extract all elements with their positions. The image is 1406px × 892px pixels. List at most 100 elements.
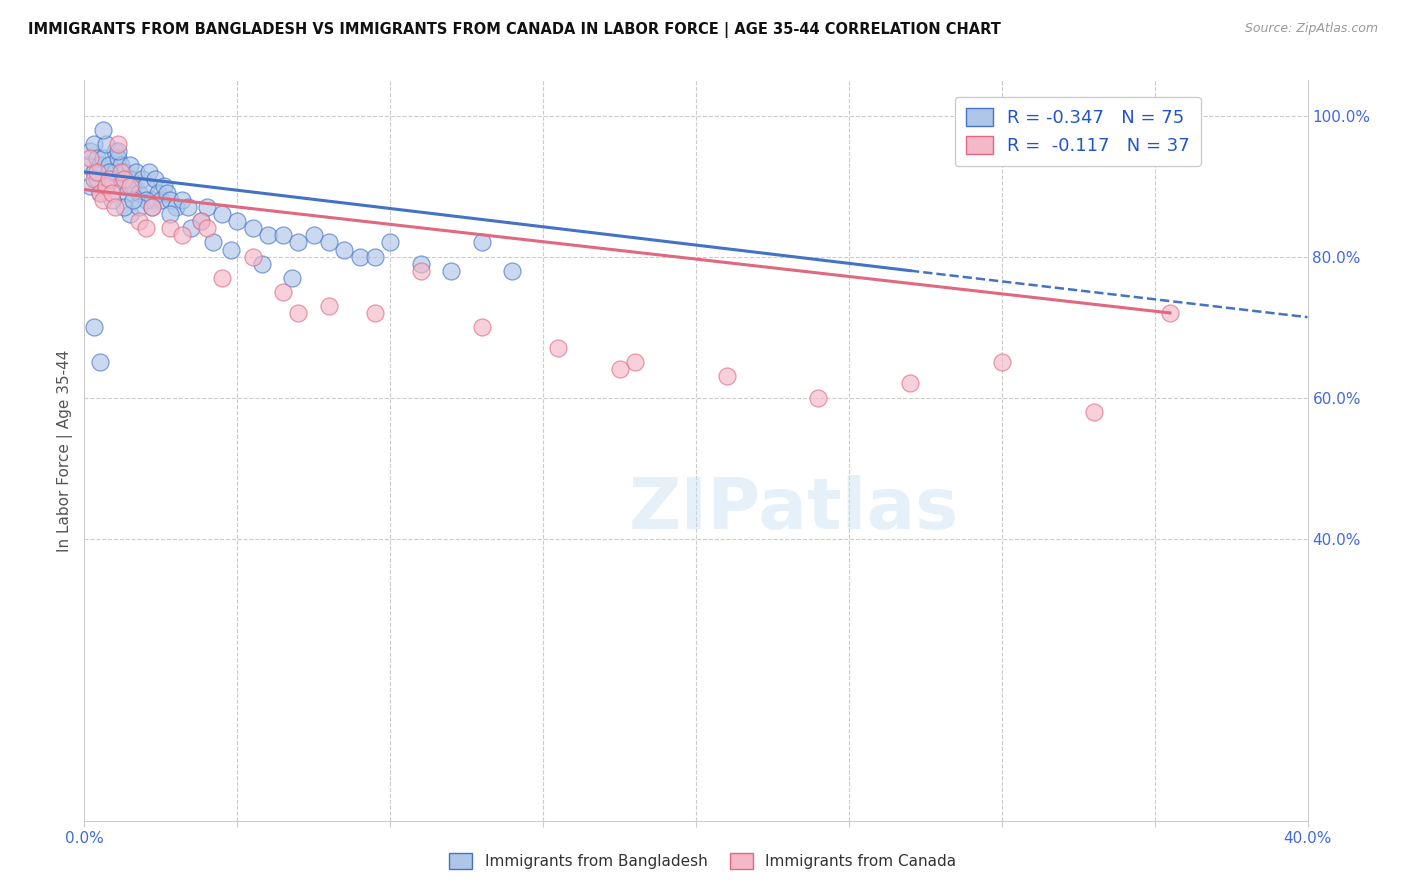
Point bbox=[91, 151, 114, 165]
Point bbox=[89, 186, 111, 200]
Point bbox=[122, 179, 145, 194]
Point bbox=[211, 270, 233, 285]
Point bbox=[159, 207, 181, 221]
Point bbox=[146, 186, 169, 200]
Point bbox=[79, 151, 101, 165]
Point bbox=[257, 228, 280, 243]
Point bbox=[211, 207, 233, 221]
Point bbox=[101, 172, 124, 186]
Point bbox=[281, 270, 304, 285]
Point bbox=[287, 306, 309, 320]
Point bbox=[190, 214, 212, 228]
Point bbox=[409, 263, 432, 277]
Point bbox=[177, 200, 200, 214]
Point bbox=[135, 221, 157, 235]
Point bbox=[333, 243, 356, 257]
Point bbox=[110, 179, 132, 194]
Point bbox=[120, 207, 142, 221]
Point bbox=[898, 376, 921, 391]
Point bbox=[271, 228, 294, 243]
Point bbox=[115, 186, 138, 200]
Point bbox=[219, 243, 242, 257]
Point bbox=[609, 362, 631, 376]
Point bbox=[149, 193, 172, 207]
Point bbox=[76, 158, 98, 172]
Point bbox=[128, 200, 150, 214]
Point bbox=[94, 179, 117, 194]
Point bbox=[112, 200, 135, 214]
Point bbox=[120, 172, 142, 186]
Point bbox=[79, 179, 101, 194]
Text: Source: ZipAtlas.com: Source: ZipAtlas.com bbox=[1244, 22, 1378, 36]
Point bbox=[1159, 306, 1181, 320]
Point bbox=[91, 193, 114, 207]
Point bbox=[190, 214, 212, 228]
Point bbox=[89, 186, 111, 200]
Point bbox=[409, 257, 432, 271]
Point bbox=[104, 200, 127, 214]
Point bbox=[135, 193, 157, 207]
Legend: R = -0.347   N = 75, R =  -0.117   N = 37: R = -0.347 N = 75, R = -0.117 N = 37 bbox=[955, 96, 1201, 166]
Point bbox=[318, 299, 340, 313]
Point bbox=[86, 172, 108, 186]
Point bbox=[380, 235, 402, 250]
Point bbox=[101, 186, 124, 200]
Point bbox=[201, 235, 224, 250]
Point bbox=[79, 144, 101, 158]
Point bbox=[143, 172, 166, 186]
Point bbox=[141, 193, 163, 207]
Point bbox=[349, 250, 371, 264]
Point bbox=[364, 306, 387, 320]
Point bbox=[83, 320, 105, 334]
Point bbox=[547, 341, 569, 355]
Point bbox=[101, 193, 124, 207]
Point bbox=[107, 136, 129, 151]
Point bbox=[104, 144, 127, 158]
Point bbox=[141, 200, 163, 214]
Point bbox=[83, 165, 105, 179]
Point bbox=[112, 165, 135, 179]
Point bbox=[195, 221, 218, 235]
Point bbox=[172, 228, 194, 243]
Point bbox=[226, 214, 249, 228]
Point bbox=[120, 158, 142, 172]
Point bbox=[471, 235, 494, 250]
Point bbox=[138, 165, 160, 179]
Point bbox=[991, 355, 1014, 369]
Point bbox=[128, 214, 150, 228]
Point bbox=[125, 165, 148, 179]
Point bbox=[159, 193, 181, 207]
Point bbox=[122, 193, 145, 207]
Point bbox=[120, 179, 142, 194]
Point bbox=[287, 235, 309, 250]
Y-axis label: In Labor Force | Age 35-44: In Labor Force | Age 35-44 bbox=[58, 350, 73, 551]
Point bbox=[159, 221, 181, 235]
Point bbox=[502, 263, 524, 277]
Point bbox=[471, 320, 494, 334]
Point bbox=[807, 391, 830, 405]
Point bbox=[107, 151, 129, 165]
Point bbox=[83, 172, 105, 186]
Point bbox=[172, 193, 194, 207]
Point bbox=[716, 369, 738, 384]
Point bbox=[112, 172, 135, 186]
Point bbox=[242, 221, 264, 235]
Point bbox=[156, 186, 179, 200]
Point bbox=[131, 172, 153, 186]
Point bbox=[153, 179, 176, 194]
Point bbox=[318, 235, 340, 250]
Point bbox=[180, 221, 202, 235]
Point bbox=[86, 151, 108, 165]
Point bbox=[97, 165, 120, 179]
Point bbox=[97, 158, 120, 172]
Point bbox=[86, 165, 108, 179]
Point bbox=[107, 144, 129, 158]
Point bbox=[83, 136, 105, 151]
Point bbox=[94, 136, 117, 151]
Point bbox=[128, 186, 150, 200]
Point bbox=[94, 179, 117, 194]
Point bbox=[141, 200, 163, 214]
Point bbox=[1083, 405, 1105, 419]
Point bbox=[302, 228, 325, 243]
Point bbox=[110, 158, 132, 172]
